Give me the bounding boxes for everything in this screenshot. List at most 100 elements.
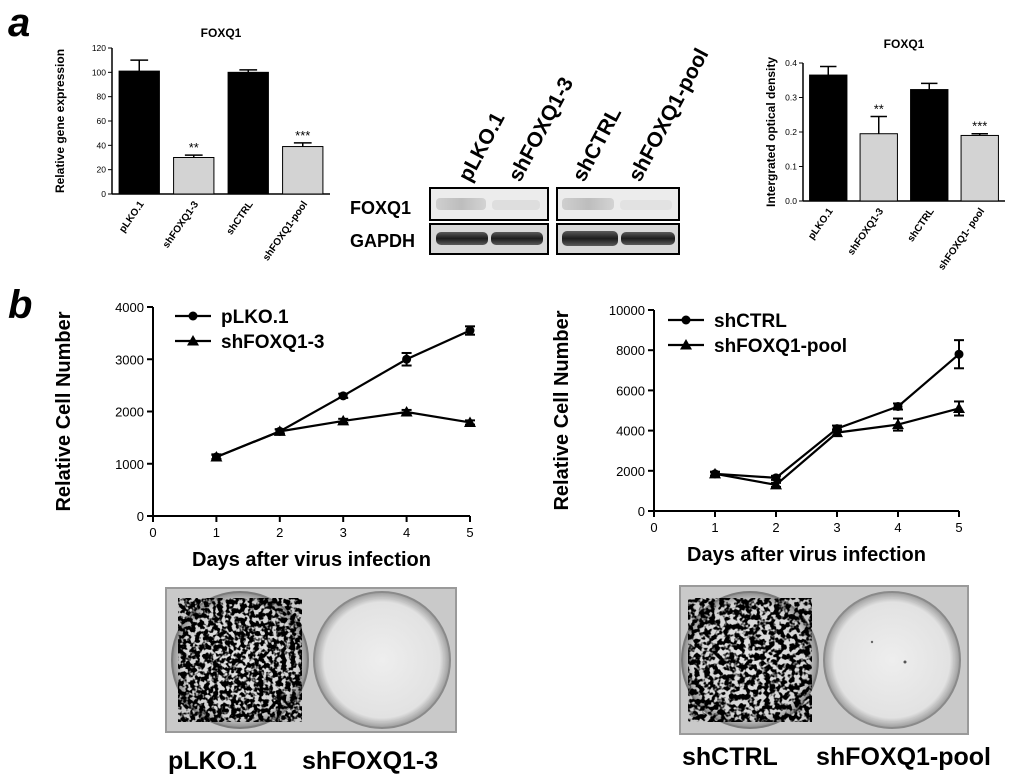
x-tick-label: shFOXQ1-3 xyxy=(161,199,201,250)
data-point xyxy=(892,418,904,430)
colony-well xyxy=(313,591,451,729)
y-tick-label: 6000 xyxy=(616,383,645,398)
legend-marker xyxy=(680,339,692,350)
data-point xyxy=(210,450,223,462)
y-tick-label: 80 xyxy=(97,92,107,102)
blot-band xyxy=(562,198,614,210)
x-tick-label: 5 xyxy=(955,520,962,535)
legend-label: shFOXQ1-3 xyxy=(221,332,324,353)
x-tick-label: 4 xyxy=(894,520,901,535)
y-tick-label: 60 xyxy=(97,116,107,126)
y-axis-label: Relative Cell Number xyxy=(551,310,573,510)
bar xyxy=(809,74,848,202)
blot-lane-label: shCTRL xyxy=(568,103,626,185)
colony-label: pLKO.1 xyxy=(168,747,257,775)
significance-mark: ** xyxy=(189,140,199,155)
y-tick-label: 2000 xyxy=(616,464,645,479)
x-tick-label: 5 xyxy=(466,525,473,540)
data-point xyxy=(893,401,903,411)
legend-marker xyxy=(188,311,198,321)
legend-label: pLKO.1 xyxy=(221,307,289,328)
blot-band xyxy=(436,232,488,245)
x-tick-label: pLKO.1 xyxy=(806,206,836,242)
data-point xyxy=(402,354,412,364)
x-tick-label: shCTRL xyxy=(906,206,937,244)
x-tick-label: shFOXQ1-pool xyxy=(261,199,310,263)
bar xyxy=(173,157,215,195)
bar xyxy=(227,71,269,195)
bar xyxy=(910,89,949,202)
series-line xyxy=(714,353,960,479)
blot-row-label-foxq1: FOXQ1 xyxy=(350,198,411,218)
data-point xyxy=(831,426,843,438)
line-chart-shctrl-vs-shfoxq1-pool: 0 2000 4000 6000 8000 10000 0 1 2 3 4 5 Days after v… xyxy=(551,303,965,566)
bar-chart-optical-density: FOXQ1 Intergrated optical density 0.0 0.1 0.… xyxy=(764,37,1005,272)
y-tick-label: 120 xyxy=(92,43,106,53)
data-point xyxy=(464,416,476,427)
bar xyxy=(118,70,160,195)
y-tick-label: 10000 xyxy=(609,303,645,318)
colony-label: shFOXQ1-3 xyxy=(302,747,438,775)
blot-band xyxy=(621,232,675,245)
y-tick-label: 40 xyxy=(97,140,107,150)
data-point xyxy=(273,425,286,436)
blot-band xyxy=(491,232,543,245)
x-tick-label: 3 xyxy=(340,525,347,540)
y-axis-label: Relative Cell Number xyxy=(53,311,75,511)
y-axis-label: Relative gene expression xyxy=(53,49,67,193)
y-tick-label: 0.2 xyxy=(785,127,797,137)
y-tick-label: 0.4 xyxy=(785,58,797,68)
data-point xyxy=(954,349,964,359)
colony-plate-right xyxy=(679,585,969,735)
x-tick-label: 2 xyxy=(772,520,779,535)
colony-label: shFOXQ1-pool xyxy=(816,743,991,771)
blot-band xyxy=(492,200,540,210)
x-tick-label: shFOXQ1- pool xyxy=(936,206,987,272)
legend-marker xyxy=(187,335,199,346)
x-tick-label: shFOXQ1-3 xyxy=(846,206,886,257)
significance-mark: ** xyxy=(874,101,884,116)
y-tick-label: 8000 xyxy=(616,343,645,358)
chart-title: FOXQ1 xyxy=(884,37,925,51)
blot-band xyxy=(620,200,672,210)
bar xyxy=(282,146,324,195)
y-tick-label: 0.3 xyxy=(785,93,797,103)
chart-title: FOXQ1 xyxy=(201,26,242,40)
y-tick-label: 0.1 xyxy=(785,162,797,172)
legend-marker xyxy=(681,315,691,325)
line-chart-plko-vs-shfoxq1-3: 0 1000 2000 3000 4000 0 1 2 3 4 5 Days after virus … xyxy=(53,300,476,571)
significance-mark: *** xyxy=(972,119,987,134)
data-point xyxy=(770,478,782,490)
colony-dots xyxy=(688,598,812,722)
x-tick-label: pLKO.1 xyxy=(117,199,147,235)
y-tick-label: 4000 xyxy=(115,300,144,315)
legend-label: shCTRL xyxy=(714,311,787,332)
x-tick-label: 0 xyxy=(650,520,657,535)
y-tick-label: 0 xyxy=(101,189,106,199)
x-tick-label: 2 xyxy=(276,525,283,540)
significance-mark: *** xyxy=(295,128,310,143)
x-axis-label: Days after virus infection xyxy=(192,549,431,571)
panel-letter-a: a xyxy=(8,1,30,45)
x-tick-label: 0 xyxy=(149,525,156,540)
y-tick-label: 100 xyxy=(92,67,106,77)
data-point xyxy=(400,406,413,417)
blot-row-label-gapdh: GAPDH xyxy=(350,231,415,251)
blot-band xyxy=(436,198,486,210)
western-blot: pLKO.1 shFOXQ1-3 shCTRL shFOXQ1-pool FOX… xyxy=(350,45,713,255)
x-tick-label: 4 xyxy=(403,525,410,540)
y-tick-label: 0.0 xyxy=(785,196,797,206)
series-line xyxy=(714,407,960,487)
colony-well xyxy=(823,591,961,729)
x-axis-label: Days after virus infection xyxy=(687,544,926,566)
data-point xyxy=(709,467,721,479)
y-tick-label: 1000 xyxy=(115,457,144,472)
x-tick-label: shCTRL xyxy=(225,199,256,237)
data-point xyxy=(771,473,781,483)
bar-chart-gene-expression: FOXQ1 Relative gene expression 0 20 40 60 80 10… xyxy=(53,26,330,263)
x-tick-label: 1 xyxy=(213,525,220,540)
blot-band xyxy=(562,231,618,246)
data-point xyxy=(337,414,350,426)
bar xyxy=(960,134,999,202)
